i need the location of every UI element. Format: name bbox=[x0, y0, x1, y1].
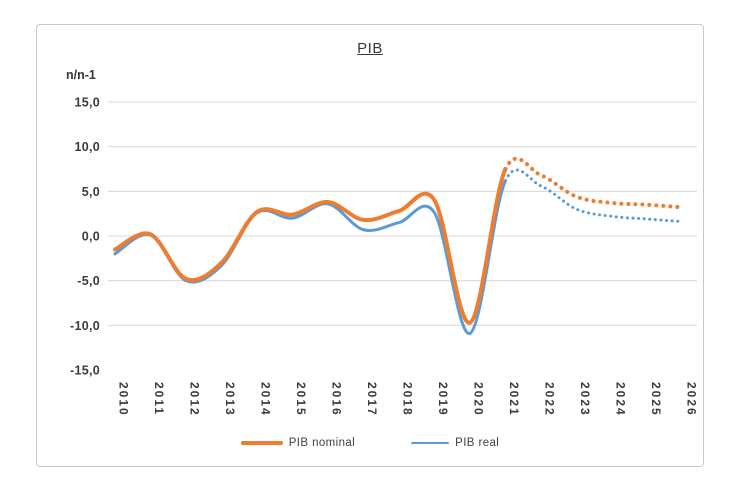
chart-legend: PIB nominal PIB real bbox=[36, 437, 704, 449]
x-tick-label: 2018 bbox=[401, 382, 415, 417]
chart-title: PIB bbox=[357, 40, 383, 57]
legend-label-pib-real: PIB real bbox=[455, 437, 500, 449]
legend-item-pib-nominal: PIB nominal bbox=[240, 437, 356, 449]
x-tick-label: 2015 bbox=[294, 382, 308, 417]
x-tick-label: 2026 bbox=[685, 382, 699, 417]
legend-item-pib-real: PIB real bbox=[411, 437, 499, 449]
x-tick-label: 2010 bbox=[117, 382, 131, 417]
x-tick-label: 2013 bbox=[223, 382, 237, 417]
series-line-solid-real bbox=[113, 179, 507, 335]
y-tick-label: -5,0 bbox=[77, 274, 100, 288]
series-line-forecast-dotted-real bbox=[504, 168, 685, 224]
chart-frame bbox=[36, 24, 704, 467]
x-tick-label: 2025 bbox=[649, 382, 663, 417]
legend-line-swatch-real bbox=[411, 441, 450, 445]
x-tick-label: 2014 bbox=[259, 382, 273, 417]
y-tick-label: 0,0 bbox=[82, 230, 100, 244]
x-tick-label: 2019 bbox=[436, 382, 450, 417]
y-tick-label: 15,0 bbox=[74, 96, 100, 110]
legend-label-pib-nominal: PIB nominal bbox=[288, 437, 356, 449]
x-tick-label: 2020 bbox=[472, 382, 486, 417]
x-tick-label: 2023 bbox=[578, 382, 592, 417]
x-tick-label: 2024 bbox=[614, 382, 628, 417]
legend-line-swatch-nominal bbox=[240, 441, 283, 445]
y-tick-label: 10,0 bbox=[74, 140, 100, 154]
x-tick-label: 2017 bbox=[365, 382, 379, 417]
y-tick-label: 5,0 bbox=[82, 185, 100, 199]
y-tick-label: -10,0 bbox=[70, 319, 100, 333]
x-tick-label: 2012 bbox=[188, 382, 202, 417]
y-axis-unit-label: n/n-1 bbox=[66, 68, 96, 82]
series-line-solid-nominal bbox=[113, 167, 508, 325]
x-tick-label: 2021 bbox=[507, 382, 521, 417]
y-tick-label: -15,0 bbox=[70, 364, 100, 378]
x-tick-label: 2022 bbox=[543, 382, 557, 417]
x-tick-label: 2011 bbox=[152, 382, 166, 416]
x-tick-label: 2016 bbox=[330, 382, 344, 417]
series-line-forecast-dotted-nominal bbox=[503, 156, 685, 210]
